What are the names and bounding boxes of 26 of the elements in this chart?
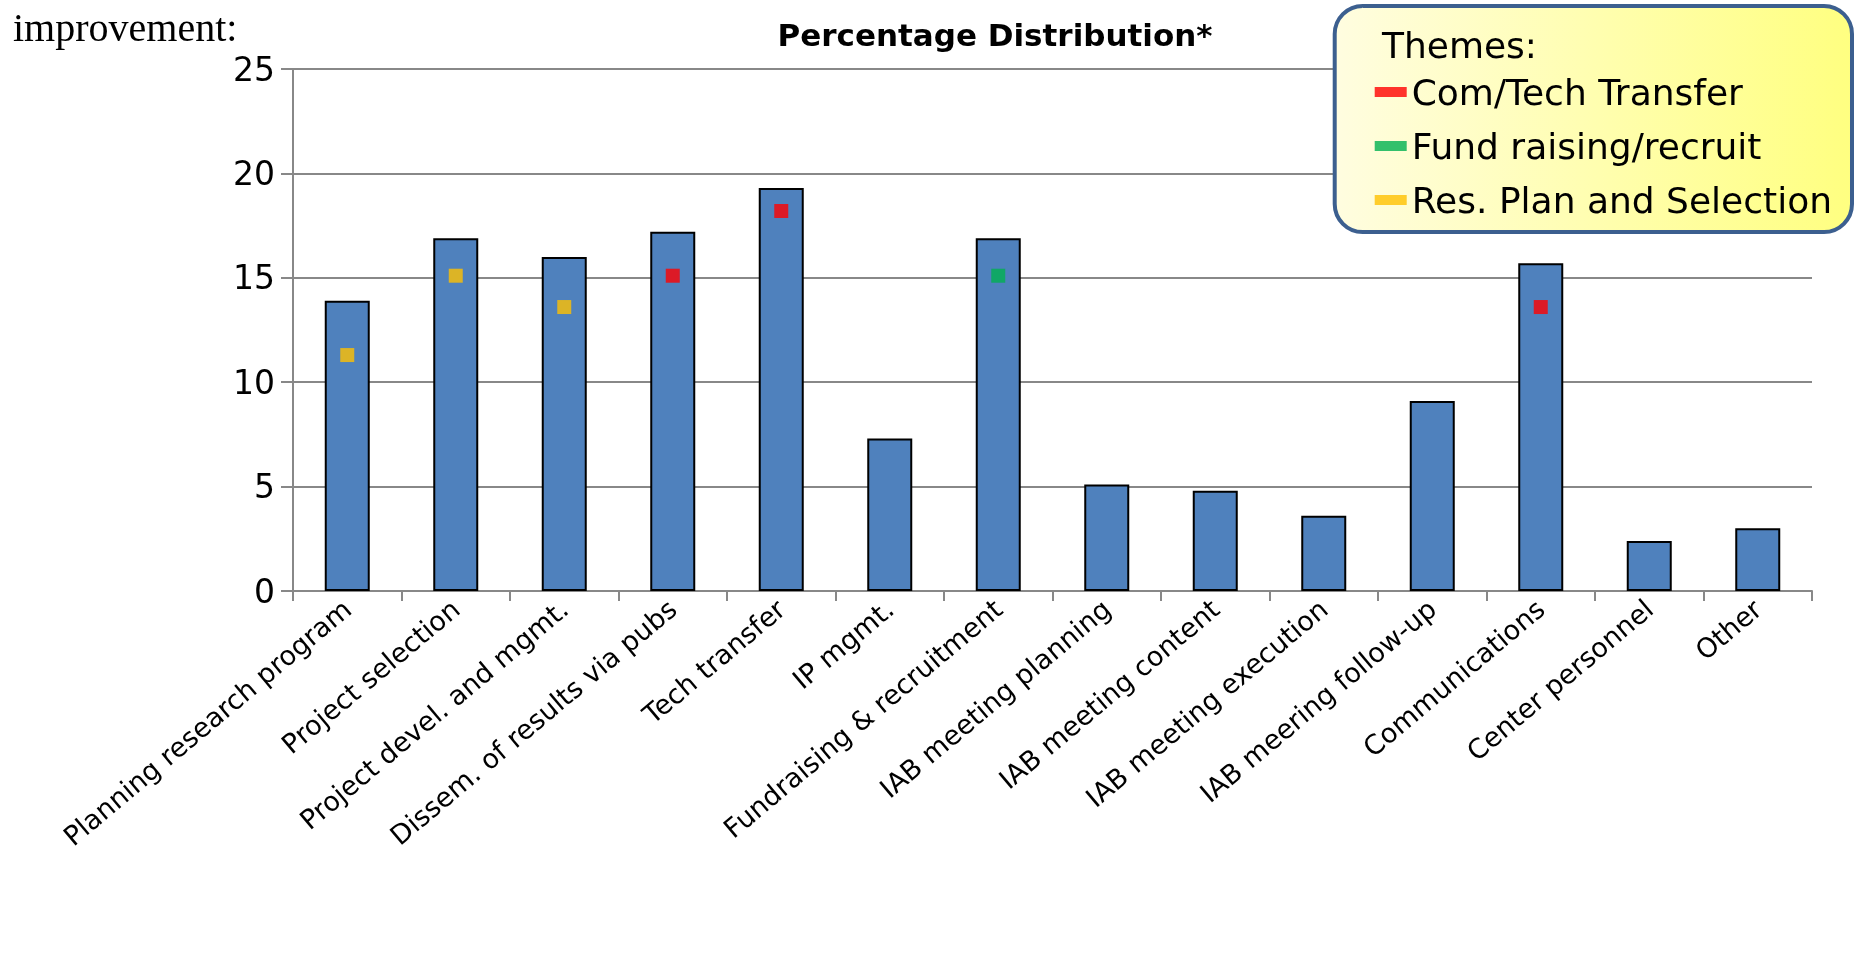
chart-title: Percentage Distribution* [777, 16, 1213, 53]
bar [1301, 515, 1347, 591]
bar [1626, 540, 1672, 591]
bar [1192, 490, 1238, 591]
bar [975, 238, 1021, 591]
bar [433, 238, 479, 591]
bar [1084, 484, 1130, 591]
bar [1518, 263, 1564, 591]
y-tick-label: 5 [254, 467, 275, 507]
bar [1409, 400, 1455, 591]
bar [758, 188, 804, 591]
legend-label: Com/Tech Transfer [1411, 71, 1744, 113]
bar [324, 300, 370, 591]
bar [1735, 528, 1781, 591]
text: improvement: [13, 4, 238, 50]
bar [541, 256, 587, 591]
bar [867, 438, 913, 591]
legend-title: Themes: [1380, 24, 1538, 66]
legend-label: Res. Plan and Selection [1411, 179, 1832, 221]
y-tick-label: 0 [254, 571, 275, 611]
y-tick-label: 20 [233, 153, 275, 193]
y-tick-label: 10 [233, 362, 275, 402]
y-tick-label: 15 [233, 258, 275, 298]
legend-label: Fund raising/recruit [1411, 125, 1762, 167]
bar [650, 231, 696, 591]
y-tick-label: 25 [233, 49, 275, 89]
